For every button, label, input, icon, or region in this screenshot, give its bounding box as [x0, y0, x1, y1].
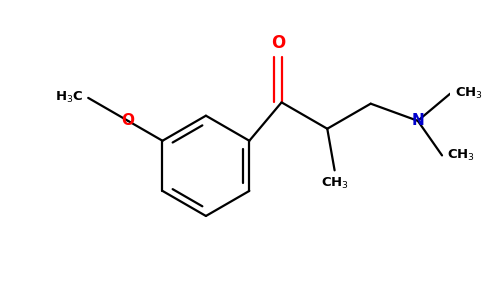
- Text: CH$_3$: CH$_3$: [320, 176, 348, 191]
- Text: CH$_3$: CH$_3$: [447, 148, 475, 163]
- Text: O: O: [271, 34, 285, 52]
- Text: H$_3$C: H$_3$C: [55, 90, 83, 105]
- Text: CH$_3$: CH$_3$: [455, 86, 484, 101]
- Text: O: O: [121, 113, 135, 128]
- Text: N: N: [411, 113, 424, 128]
